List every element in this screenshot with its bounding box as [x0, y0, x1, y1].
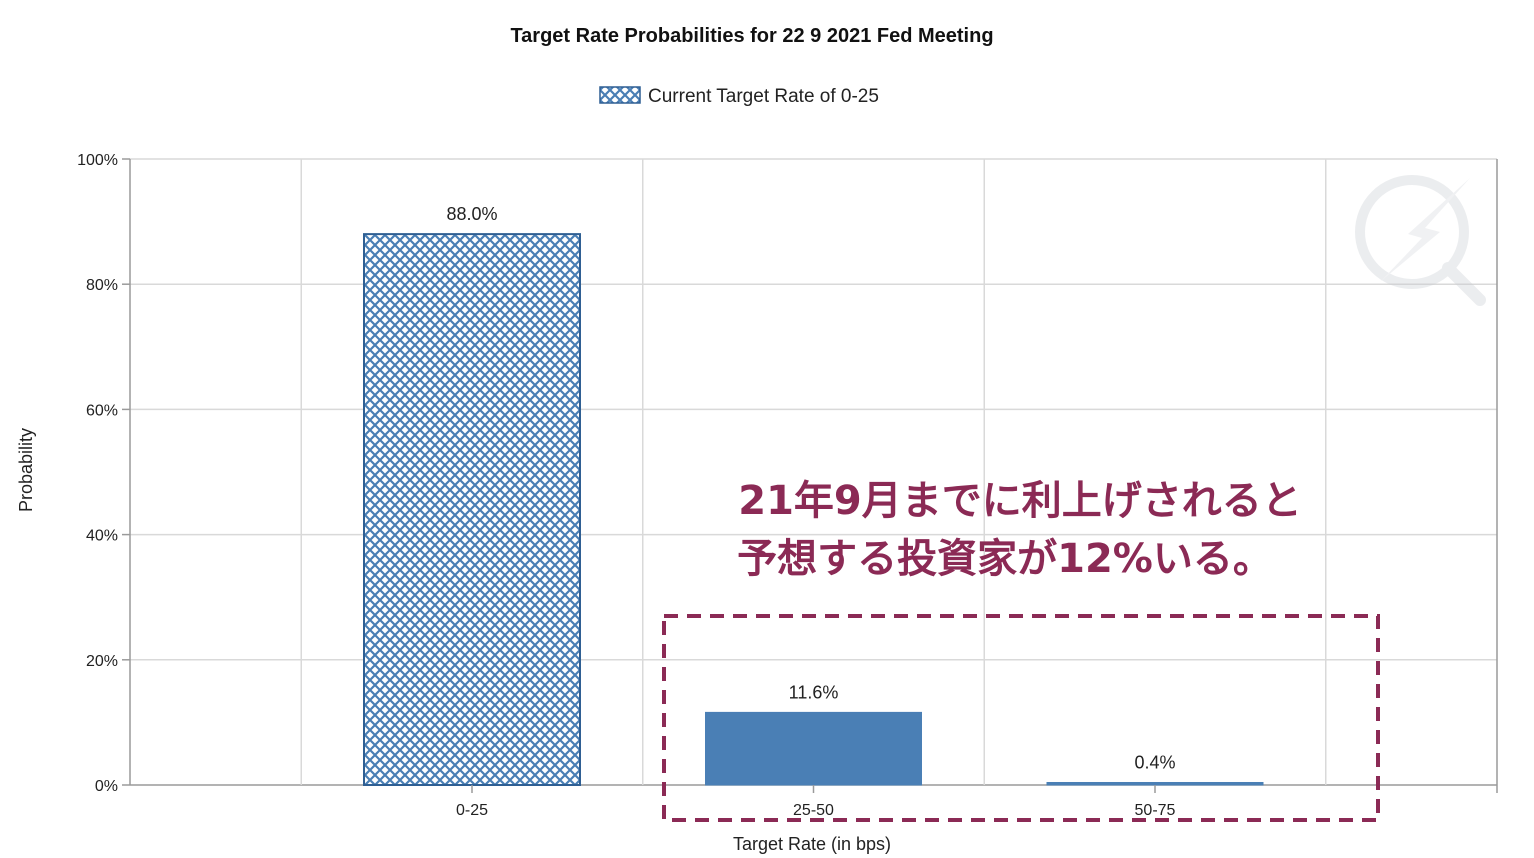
annotation-line-1: 21年9月までに利上げされると — [738, 478, 1302, 524]
bars: 88.0% 11.6% 0.4% — [363, 204, 1264, 786]
chart-title: Target Rate Probabilities for 22 9 2021 … — [510, 25, 993, 47]
y-axis-title: Probability — [16, 428, 36, 512]
annotation-line-2: 予想する投資家が12%いる。 — [737, 536, 1273, 582]
grid — [129, 158, 1498, 793]
data-label: 88.0% — [446, 204, 497, 224]
bar — [705, 711, 922, 786]
y-tick-label: 60% — [86, 402, 118, 419]
y-axis-ticks: 0% 20% 40% 60% 80% 100% — [77, 152, 130, 795]
x-tick-label: 25-50 — [793, 802, 834, 819]
x-axis-ticks: 0-25 25-50 50-75 — [456, 785, 1176, 819]
data-label: 11.6% — [789, 682, 839, 702]
x-tick-label: 50-75 — [1135, 802, 1176, 819]
y-tick-label: 100% — [77, 152, 118, 169]
watermark-logo — [1355, 175, 1486, 306]
y-tick-label: 20% — [86, 653, 118, 670]
data-label: 0.4% — [1134, 752, 1175, 772]
legend: Current Target Rate of 0-25 — [599, 86, 879, 107]
legend-label: Current Target Rate of 0-25 — [648, 86, 879, 107]
y-tick-label: 40% — [86, 528, 118, 545]
annotation: 21年9月までに利上げされると 予想する投資家が12%いる。 — [662, 478, 1380, 822]
y-tick-label: 0% — [95, 778, 118, 795]
legend-swatch — [599, 86, 641, 104]
annotation-highlight-box — [662, 614, 1380, 822]
bar — [1046, 781, 1264, 786]
y-tick-label: 80% — [86, 277, 118, 294]
bar — [363, 233, 581, 786]
x-axis-title: Target Rate (in bps) — [733, 834, 891, 854]
x-tick-label: 0-25 — [456, 802, 488, 819]
